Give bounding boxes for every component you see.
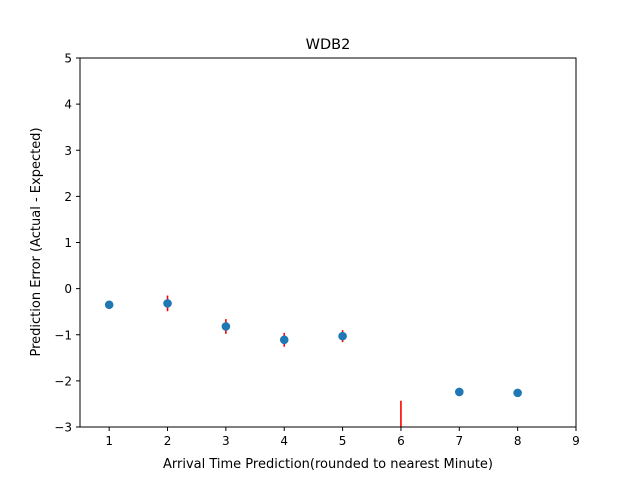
x-axis-label: Arrival Time Prediction(rounded to neare…: [163, 457, 493, 472]
axis-ticks: 1 2 3 4 5 6 7 8 9 −3 −2 −1 0 1 2 3 4 5: [54, 52, 580, 449]
y-tick-label: −2: [54, 374, 72, 388]
x-tick-label: 5: [339, 434, 347, 448]
data-point: [454, 387, 464, 397]
x-tick-label: 4: [280, 434, 288, 448]
x-tick-label: 2: [164, 434, 172, 448]
y-tick-label: 4: [64, 98, 72, 112]
data-point: [338, 331, 347, 341]
data-point: [221, 322, 231, 331]
y-tick-label: 1: [64, 236, 72, 250]
chart-title: WDB2: [306, 37, 351, 53]
y-tick-label: 2: [64, 190, 72, 204]
y-tick-label: −3: [54, 421, 72, 435]
data-point: [279, 335, 289, 345]
y-tick-label: −1: [54, 328, 72, 342]
plot-area: [104, 295, 522, 427]
x-tick-label: 3: [222, 434, 230, 448]
y-axis-label: Prediction Error (Actual - Expected): [29, 127, 44, 356]
x-tick-label: 7: [455, 434, 463, 448]
x-tick-label: 6: [397, 434, 405, 448]
x-tick-label: 8: [514, 434, 522, 448]
plot-frame: [79, 57, 577, 428]
data-point: [163, 299, 172, 308]
x-tick-label: 1: [105, 434, 113, 448]
x-tick-label: 9: [572, 434, 580, 448]
y-tick-label: 3: [64, 144, 72, 158]
data-point: [513, 388, 522, 398]
y-tick-label: 5: [64, 52, 72, 66]
y-tick-label: 0: [64, 282, 72, 296]
data-point: [104, 300, 114, 310]
